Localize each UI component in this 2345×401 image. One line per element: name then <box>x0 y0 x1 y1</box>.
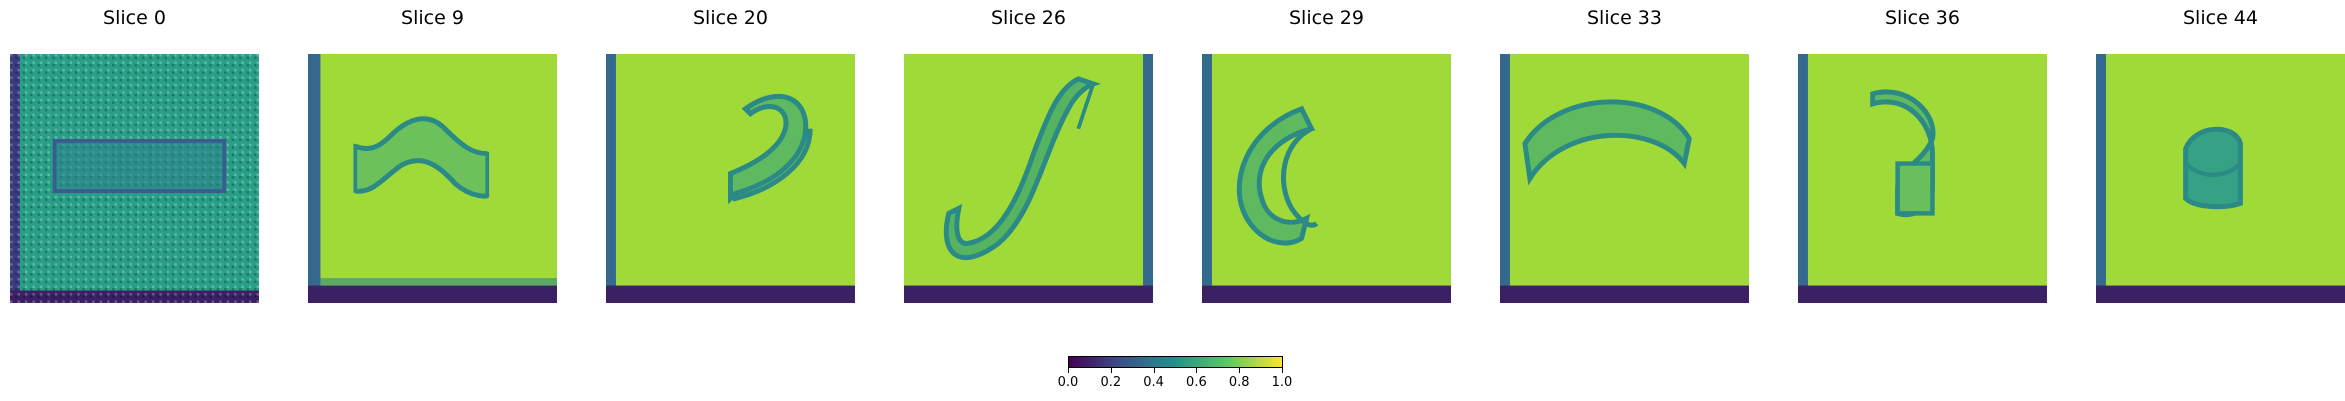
slice-panel-36: Slice 36 <box>1798 0 2047 310</box>
slice-panel-20: Slice 20 <box>606 0 855 310</box>
slice-panel-29: Slice 29 <box>1202 0 1451 310</box>
slice-title: Slice 20 <box>693 7 768 29</box>
colorbar-tick-label: 0.0 <box>1057 375 1079 390</box>
slice-image <box>2096 54 2345 303</box>
slice-panel-26: Slice 26 <box>904 0 1153 310</box>
slice-title: Slice 33 <box>1587 7 1662 29</box>
colorbar-tick <box>1068 368 1069 373</box>
slice-panel-0: Slice 0 <box>10 0 259 310</box>
colorbar-tick <box>1153 368 1155 373</box>
slice-image <box>10 54 259 303</box>
slice-title: Slice 9 <box>401 7 464 29</box>
slice-title: Slice 0 <box>103 7 166 29</box>
slice-image <box>1500 54 1749 303</box>
slice-panel-9: Slice 9 <box>308 0 557 310</box>
slice-title: Slice 29 <box>1289 7 1364 29</box>
colorbar-tick <box>1239 368 1241 373</box>
slice-title: Slice 36 <box>1885 7 1960 29</box>
slice-title: Slice 44 <box>2183 7 2258 29</box>
slice-title: Slice 26 <box>991 7 1066 29</box>
colorbar-tick-label: 0.8 <box>1228 375 1250 390</box>
colorbar-tick-label: 0.6 <box>1186 375 1207 390</box>
slice-panel-33: Slice 33 <box>1500 0 1749 310</box>
slice-image <box>904 54 1153 303</box>
slice-image <box>606 54 855 303</box>
slice-image <box>1202 54 1451 303</box>
colorbar-gradient <box>1068 356 1283 368</box>
colorbar-tick <box>1110 368 1112 373</box>
colorbar-tick <box>1282 368 1283 373</box>
slice-image <box>1798 54 2047 303</box>
colorbar-tick-label: 0.2 <box>1100 375 1122 390</box>
colorbar-tick <box>1196 368 1198 373</box>
colorbar-tick-label: 0.4 <box>1143 375 1164 390</box>
slice-panel-44: Slice 44 <box>2096 0 2345 310</box>
slice-image <box>308 54 557 303</box>
colorbar: 0.0 0.2 0.4 0.6 0.8 1.0 <box>1058 356 1292 390</box>
colorbar-tick-label: 1.0 <box>1271 375 1293 390</box>
